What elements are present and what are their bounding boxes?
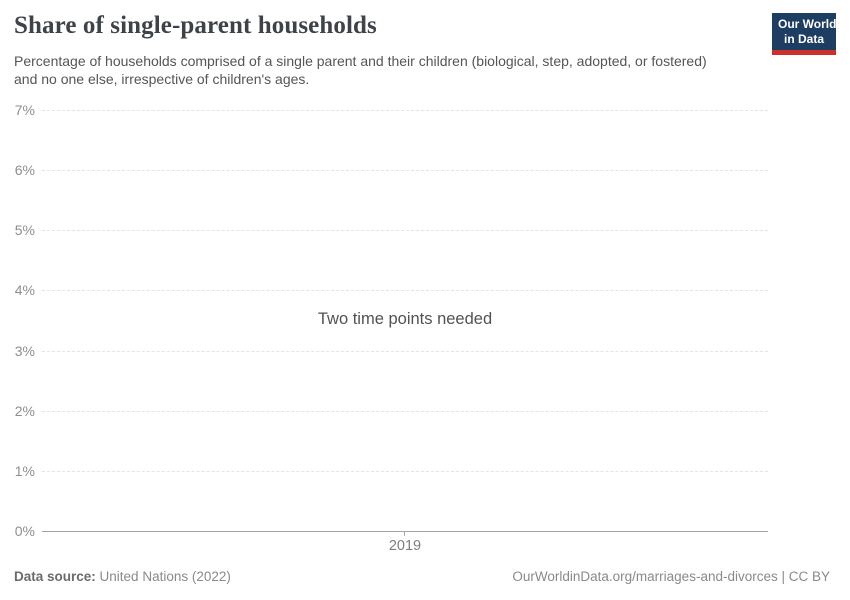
gridline [42,170,768,172]
y-axis-tick-label: 5% [14,222,35,239]
chart-footer: Data source: United Nations (2022) OurWo… [14,569,830,584]
empty-chart-message: Two time points needed [317,310,493,328]
chart-subtitle: Percentage of households comprised of a … [14,53,707,87]
owid-logo: Our World in Data [772,13,836,55]
gridline [42,410,768,412]
gridline [42,350,768,352]
y-axis-tick-label: 6% [14,162,35,179]
y-axis-tick-label: 1% [14,462,35,479]
data-source-value: United Nations (2022) [99,569,231,584]
y-axis-tick-label: 4% [14,282,35,299]
y-axis-tick-label: 0% [14,523,35,539]
data-source: Data source: United Nations (2022) [14,569,231,584]
credit-link[interactable]: OurWorldinData.org/marriages-and-divorce… [512,569,830,584]
y-axis-tick-label: 2% [14,402,35,419]
gridline [42,290,768,292]
chart-title: Share of single-parent households [14,12,377,39]
gridline [42,230,768,232]
gridline [42,470,768,472]
owid-logo-line1: Our World [778,17,837,31]
owid-logo-line2: in Data [783,32,824,46]
y-axis-tick-label: 7% [14,102,35,118]
x-axis-tick-label: 2019 [388,538,422,554]
x-axis-line [42,531,768,532]
y-axis-tick-label: 3% [14,342,35,359]
x-axis-tick [404,531,405,536]
data-source-label: Data source: [14,569,96,584]
gridline [42,110,768,111]
